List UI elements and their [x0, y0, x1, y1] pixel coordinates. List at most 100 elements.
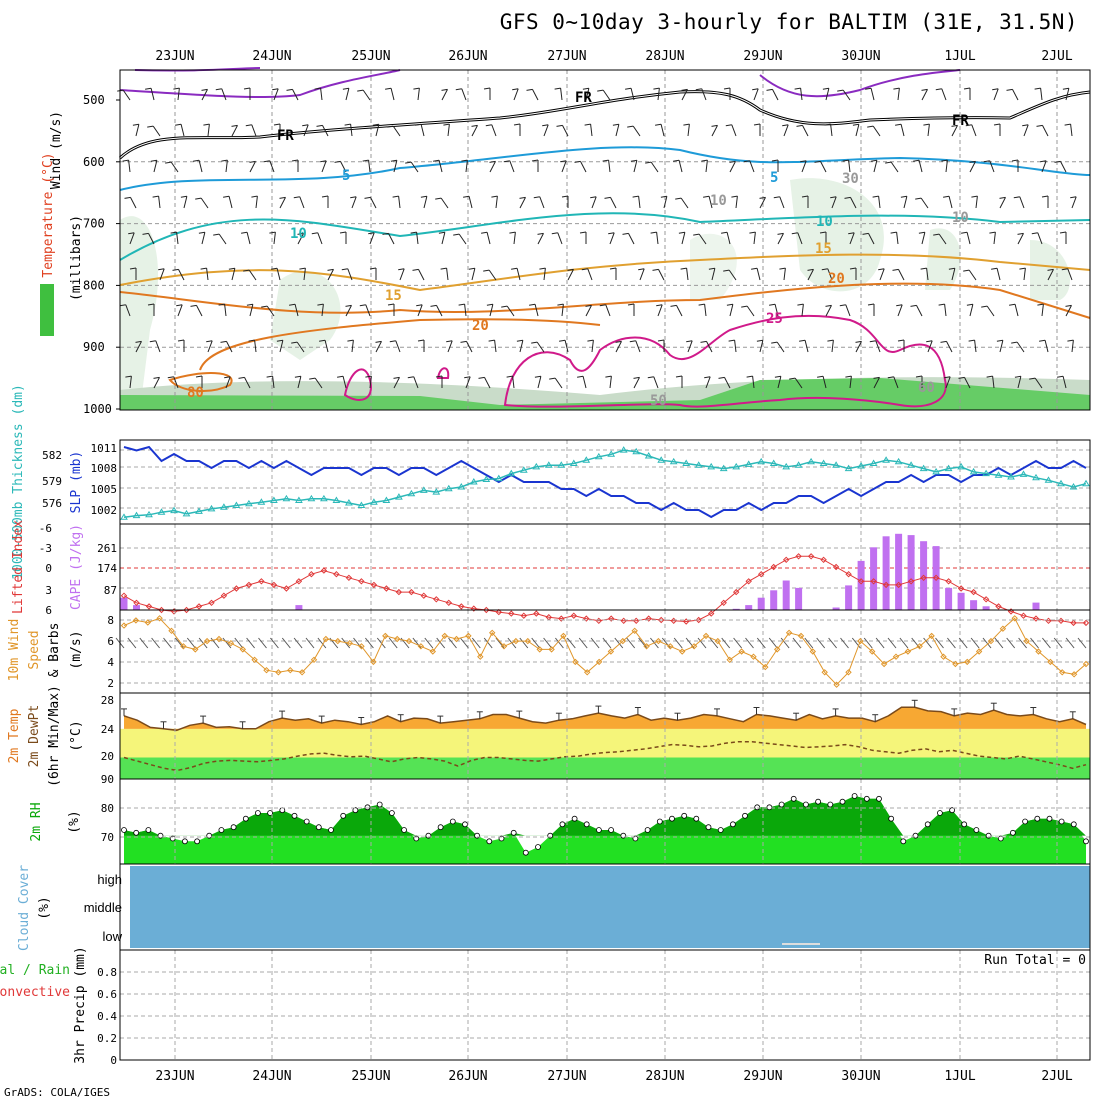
wind-barb-10m	[186, 637, 196, 649]
wind-barb-10m	[768, 637, 778, 649]
wind-barb	[254, 340, 257, 353]
chart-title: GFS 0~10day 3-hourly for BALTIM (31E, 31…	[499, 10, 1078, 34]
slp-tick: 1005	[91, 483, 118, 496]
freezing-level-inner	[119, 91, 1091, 159]
wind-barb	[135, 124, 140, 137]
wind-barb-flag	[700, 340, 707, 343]
wind-speed-marker	[263, 666, 270, 674]
ylabel-10m-wind: 10m Wind	[7, 619, 22, 682]
wind-speed-marker	[548, 646, 555, 653]
thickness-marker	[769, 459, 778, 466]
wind-barb	[1040, 88, 1043, 101]
lifted-index-marker	[757, 570, 765, 578]
wind-speed-marker	[916, 643, 923, 650]
wind-barb-flag	[201, 88, 208, 91]
lifted-index-marker	[970, 588, 977, 596]
rh-marker	[766, 804, 773, 811]
wind-barb-flag	[311, 232, 318, 235]
wind-barb-flag	[368, 232, 375, 235]
wind-barb	[850, 197, 857, 209]
wind-barb-flag	[852, 123, 859, 126]
wind-barb-flag	[870, 159, 877, 162]
wind-barb-flag	[453, 233, 460, 236]
wind-speed-marker	[607, 648, 615, 655]
temp-band-green	[120, 757, 1090, 779]
lifted-index-marker	[433, 596, 440, 603]
wind-barb	[1047, 269, 1054, 281]
wind-barb-10m	[519, 637, 529, 649]
wind-barb-10m	[281, 637, 291, 649]
wind-barb	[996, 268, 1001, 281]
wind-barb-flag	[933, 233, 940, 236]
wind-barb-flag	[243, 269, 250, 272]
wind-barb	[173, 376, 179, 389]
wind-barb	[375, 124, 380, 137]
wind-barb-flag	[560, 160, 567, 163]
wind-barb	[777, 376, 782, 389]
wind-barb-flag	[887, 376, 894, 379]
wind-speed-marker	[251, 656, 258, 664]
lifted-index-marker	[907, 578, 915, 585]
cape-bar	[957, 592, 965, 610]
thickness-marker	[444, 484, 453, 492]
wind-barb	[855, 341, 862, 353]
wind-barb-flag	[602, 159, 609, 162]
wind-barb	[1065, 305, 1072, 317]
wind-barb-10m	[828, 637, 837, 649]
thickness-marker	[1019, 470, 1028, 477]
wind-barb	[471, 125, 478, 137]
wind-barb-flag	[961, 231, 968, 234]
wind-barb-flag	[645, 161, 652, 164]
wind-barb-flag	[695, 88, 702, 91]
contour-label: 30	[842, 171, 859, 187]
rh-marker	[181, 838, 188, 845]
rh-legend-swatch	[40, 284, 54, 336]
rh-marker	[230, 824, 237, 831]
wind-barb-flag	[1047, 268, 1054, 271]
isotherm-20c-closed	[168, 372, 233, 392]
wind-barb	[1017, 376, 1022, 389]
wind-barb-flag	[865, 87, 872, 90]
wind-speed-marker	[382, 632, 389, 640]
wind-barb	[1070, 124, 1073, 137]
wind-barb-10m	[638, 637, 647, 649]
lifted-index-marker	[645, 615, 652, 622]
wind-speed-marker	[714, 637, 722, 645]
wind-barb	[951, 268, 956, 281]
wind-speed-marker	[785, 629, 793, 637]
wind-barb-flag	[511, 267, 518, 270]
wind-speed-marker	[500, 643, 508, 650]
wind-barb-flag	[483, 87, 491, 90]
wind-barb	[324, 340, 329, 353]
wind-barb-flag	[153, 376, 160, 379]
wind-barb	[587, 268, 593, 281]
wind-barb	[657, 304, 663, 317]
wind-barb	[653, 376, 659, 389]
lifted-index-marker	[870, 578, 877, 585]
wind-barb	[825, 88, 830, 101]
wind-barb	[178, 269, 185, 281]
wind-barb	[1012, 89, 1019, 101]
wind-barb-flag	[791, 232, 798, 235]
wind-barb-10m	[270, 637, 279, 649]
wind-barb-flag	[915, 375, 923, 378]
wind-barb	[635, 340, 641, 353]
wind-barb-flag	[125, 375, 132, 378]
rh-marker	[522, 849, 529, 856]
thickness-marker	[519, 466, 528, 473]
wind-barb-flag	[900, 195, 907, 198]
wind-barb-flag	[680, 267, 687, 270]
wind-barb-flag	[653, 87, 660, 90]
wind-barb	[368, 160, 371, 173]
wind-barb	[183, 196, 188, 209]
wind-barb-flag	[149, 340, 156, 343]
wind-barb	[969, 161, 976, 173]
wind-barb-flag	[673, 159, 680, 162]
wind-barb-flag	[554, 87, 561, 90]
lifted-index-marker	[807, 553, 815, 560]
wind-barb-flag	[895, 123, 902, 126]
wind-barb-flag	[269, 231, 276, 234]
wind-barb-flag	[698, 303, 705, 306]
thickness-marker	[232, 501, 241, 508]
wind-barb-flag	[817, 375, 824, 378]
